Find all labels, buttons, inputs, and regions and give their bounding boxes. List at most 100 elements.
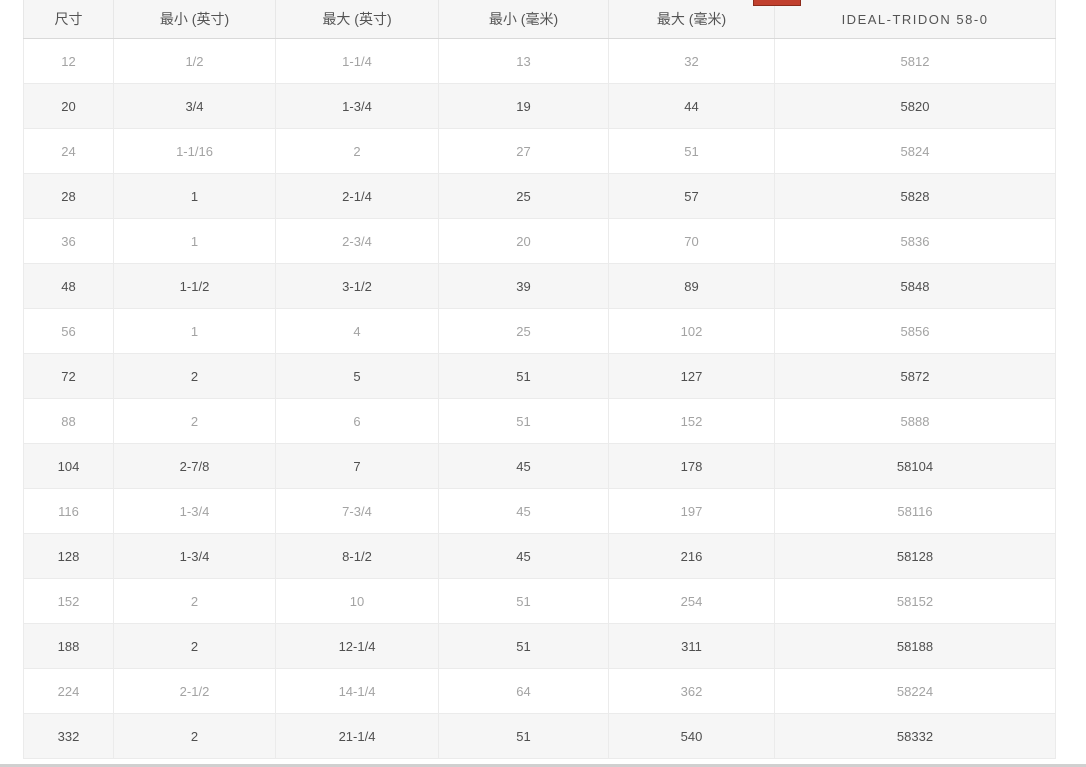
table-cell: 48 [23,263,114,309]
table-cell: 32 [608,38,775,84]
table-row: 88 2 6 51 152 5888 [23,398,1056,444]
table-cell: 254 [608,578,775,624]
table-row: 36 1 2-3/4 20 70 5836 [23,218,1056,264]
table-cell: 362 [608,668,775,714]
table-cell: 197 [608,488,775,534]
table-cell: 56 [23,308,114,354]
table-cell: 58152 [774,578,1056,624]
bottom-divider [0,764,1086,767]
table-cell: 152 [23,578,114,624]
table-cell: 19 [438,83,609,129]
table-row: 152 2 10 51 254 58152 [23,578,1056,624]
column-header-min-inch: 最小 (英寸) [113,0,276,39]
table-cell: 5856 [774,308,1056,354]
table-row: 116 1-3/4 7-3/4 45 197 58116 [23,488,1056,534]
table-cell: 2 [113,353,276,399]
table-cell: 13 [438,38,609,84]
table-cell: 20 [23,83,114,129]
table-row: 56 1 4 25 102 5856 [23,308,1056,354]
table-cell: 6 [275,398,439,444]
table-row: 128 1-3/4 8-1/2 45 216 58128 [23,533,1056,579]
table-cell: 1 [113,218,276,264]
table-cell: 1-1/16 [113,128,276,174]
table-cell: 2 [113,398,276,444]
table-row: 188 2 12-1/4 51 311 58188 [23,623,1056,669]
table-cell: 311 [608,623,775,669]
table-cell: 51 [438,623,609,669]
table-cell: 72 [23,353,114,399]
table-cell: 27 [438,128,609,174]
table-cell: 3/4 [113,83,276,129]
table-cell: 39 [438,263,609,309]
table-cell: 216 [608,533,775,579]
table-cell: 45 [438,533,609,579]
table-cell: 58116 [774,488,1056,534]
table-cell: 5812 [774,38,1056,84]
table-cell: 332 [23,713,114,759]
table-cell: 2 [113,578,276,624]
table-cell: 2 [113,623,276,669]
table-row: 48 1-1/2 3-1/2 39 89 5848 [23,263,1056,309]
table-cell: 7 [275,443,439,489]
table-header: 尺寸 最小 (英寸) 最大 (英寸) 最小 (毫米) 最大 (毫米) IDEAL… [23,0,1056,39]
size-chart-container: 尺寸 最小 (英寸) 最大 (英寸) 最小 (毫米) 最大 (毫米) IDEAL… [23,0,1056,759]
table-cell: 88 [23,398,114,444]
table-cell: 51 [438,398,609,444]
table-cell: 5848 [774,263,1056,309]
table-cell: 44 [608,83,775,129]
column-header-min-mm: 最小 (毫米) [438,0,609,39]
table-cell: 25 [438,308,609,354]
table-body: 12 1/2 1-1/4 13 32 5812 20 3/4 1-3/4 19 44 5820 24 1-… [23,38,1056,759]
table-cell: 8-1/2 [275,533,439,579]
table-cell: 58104 [774,443,1056,489]
table-cell: 5 [275,353,439,399]
table-cell: 1 [113,173,276,219]
table-cell: 5888 [774,398,1056,444]
table-cell: 1-1/4 [275,38,439,84]
table-cell: 14-1/4 [275,668,439,714]
table-cell: 1-3/4 [113,533,276,579]
column-header-max-inch: 最大 (英寸) [275,0,439,39]
table-row: 224 2-1/2 14-1/4 64 362 58224 [23,668,1056,714]
table-cell: 10 [275,578,439,624]
table-row: 72 2 5 51 127 5872 [23,353,1056,399]
table-cell: 20 [438,218,609,264]
table-cell: 28 [23,173,114,219]
table-cell: 128 [23,533,114,579]
table-cell: 2-1/4 [275,173,439,219]
table-cell: 1-1/2 [113,263,276,309]
table-cell: 1-3/4 [113,488,276,534]
table-cell: 24 [23,128,114,174]
table-cell: 45 [438,488,609,534]
table-row: 332 2 21-1/4 51 540 58332 [23,713,1056,759]
table-cell: 36 [23,218,114,264]
table-cell: 51 [438,353,609,399]
table-cell: 5872 [774,353,1056,399]
table-cell: 51 [438,713,609,759]
partial-red-button[interactable] [753,0,801,6]
table-cell: 2-3/4 [275,218,439,264]
table-row: 24 1-1/16 2 27 51 5824 [23,128,1056,174]
table-cell: 57 [608,173,775,219]
table-row: 12 1/2 1-1/4 13 32 5812 [23,38,1056,84]
table-cell: 5828 [774,173,1056,219]
table-cell: 21-1/4 [275,713,439,759]
table-cell: 45 [438,443,609,489]
table-header-row: 尺寸 最小 (英寸) 最大 (英寸) 最小 (毫米) 最大 (毫米) IDEAL… [23,0,1056,39]
table-cell: 224 [23,668,114,714]
table-cell: 102 [608,308,775,354]
table-cell: 7-3/4 [275,488,439,534]
table-cell: 5836 [774,218,1056,264]
table-cell: 127 [608,353,775,399]
column-header-ideal-tridon: IDEAL-TRIDON 58-0 [774,0,1056,39]
table-cell: 4 [275,308,439,354]
table-cell: 5820 [774,83,1056,129]
size-chart-table: 尺寸 最小 (英寸) 最大 (英寸) 最小 (毫米) 最大 (毫米) IDEAL… [23,0,1056,759]
table-cell: 116 [23,488,114,534]
table-cell: 51 [438,578,609,624]
table-cell: 58332 [774,713,1056,759]
table-cell: 2-1/2 [113,668,276,714]
table-row: 28 1 2-1/4 25 57 5828 [23,173,1056,219]
table-cell: 1 [113,308,276,354]
table-cell: 3-1/2 [275,263,439,309]
